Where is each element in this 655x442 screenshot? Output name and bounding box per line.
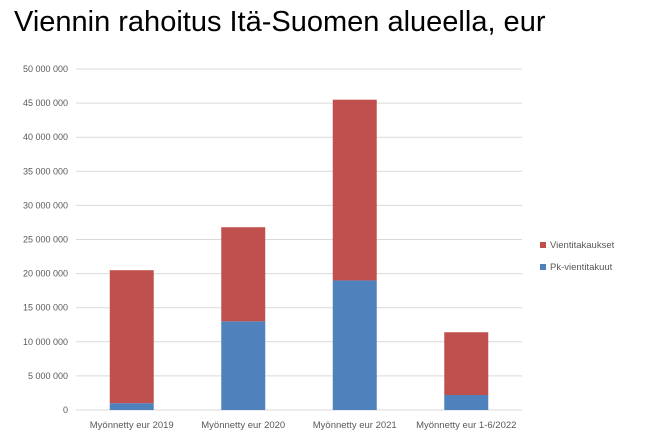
y-tick-label: 50 000 000 bbox=[23, 64, 68, 74]
y-tick-label: 25 000 000 bbox=[23, 235, 68, 245]
bar-segment-vientitakaukset bbox=[109, 270, 154, 404]
bar-segment-pk-vientitakuut bbox=[444, 394, 489, 410]
y-tick-label: 20 000 000 bbox=[23, 269, 68, 279]
y-tick-label: 35 000 000 bbox=[23, 166, 68, 176]
x-category-label: Myönnetty eur 2020 bbox=[201, 420, 285, 431]
y-tick-label: 5 000 000 bbox=[28, 371, 68, 381]
legend-label: Pk-vientitakuut bbox=[550, 262, 613, 273]
y-axis-tick-labels: 0 5 000 000 10 000 000 15 000 000 20 000 000… bbox=[23, 64, 68, 415]
x-axis-category-labels: Myönnetty eur 2019 Myönnetty eur 2020 Myön… bbox=[90, 420, 517, 431]
legend: Vientitakaukset Pk-vientitakuut bbox=[540, 240, 615, 273]
bar-segment-pk-vientitakuut bbox=[221, 321, 266, 410]
bars bbox=[109, 99, 489, 410]
bar-segment-vientitakaukset bbox=[332, 99, 377, 281]
x-category-label: Myönnetty eur 2019 bbox=[90, 420, 174, 431]
chart-title: Viennin rahoitus Itä-Suomen alueella, eu… bbox=[14, 6, 546, 38]
bar-segment-vientitakaukset bbox=[444, 332, 489, 395]
legend-label: Vientitakaukset bbox=[550, 240, 615, 251]
y-tick-label: 0 bbox=[63, 405, 68, 415]
legend-swatch bbox=[540, 264, 546, 270]
x-category-label: Myönnetty eur 1-6/2022 bbox=[416, 420, 516, 431]
x-category-label: Myönnetty eur 2021 bbox=[313, 420, 397, 431]
y-tick-label: 30 000 000 bbox=[23, 200, 68, 210]
bar-segment-pk-vientitakuut bbox=[332, 280, 377, 410]
y-tick-label: 40 000 000 bbox=[23, 132, 68, 142]
legend-swatch bbox=[540, 242, 546, 248]
bar-segment-vientitakaukset bbox=[221, 227, 266, 322]
y-tick-label: 45 000 000 bbox=[23, 98, 68, 108]
y-tick-label: 15 000 000 bbox=[23, 303, 68, 313]
bar-segment-pk-vientitakuut bbox=[109, 403, 154, 410]
y-tick-label: 10 000 000 bbox=[23, 337, 68, 347]
